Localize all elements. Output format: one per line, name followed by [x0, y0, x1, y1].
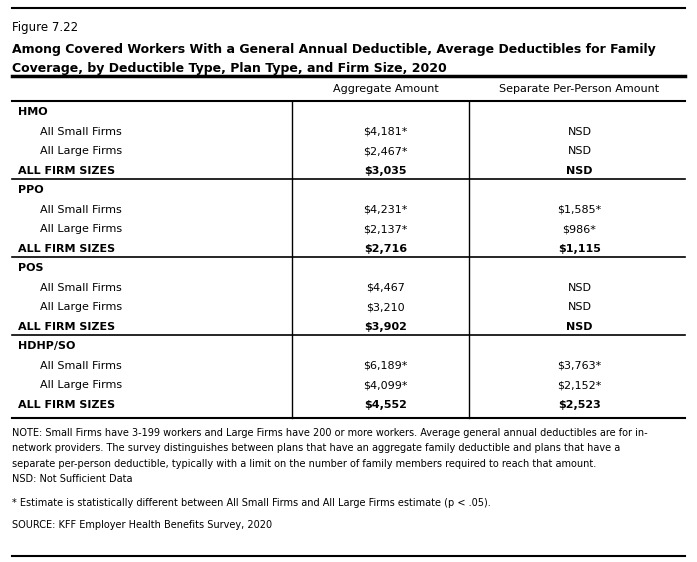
Text: NSD: NSD [566, 322, 592, 332]
Text: $2,523: $2,523 [558, 400, 601, 410]
Text: $2,467*: $2,467* [363, 146, 408, 156]
Text: HDHP/SO: HDHP/SO [18, 341, 75, 351]
Text: NSD: NSD [567, 146, 592, 156]
Text: All Small Firms: All Small Firms [40, 283, 122, 293]
Text: ALL FIRM SIZES: ALL FIRM SIZES [18, 400, 115, 410]
Text: $2,716: $2,716 [364, 244, 407, 254]
Text: $3,035: $3,035 [365, 166, 407, 176]
Text: POS: POS [18, 264, 43, 273]
Text: $3,210: $3,210 [366, 302, 405, 312]
Text: All Large Firms: All Large Firms [40, 380, 122, 391]
Text: Coverage, by Deductible Type, Plan Type, and Firm Size, 2020: Coverage, by Deductible Type, Plan Type,… [12, 62, 447, 75]
Text: $1,585*: $1,585* [558, 205, 602, 215]
Text: $986*: $986* [562, 224, 597, 234]
Text: Among Covered Workers With a General Annual Deductible, Average Deductibles for : Among Covered Workers With a General Ann… [12, 43, 656, 56]
Text: $3,902: $3,902 [364, 322, 407, 332]
Text: $4,467: $4,467 [366, 283, 405, 293]
Text: HMO: HMO [18, 107, 47, 117]
Text: All Small Firms: All Small Firms [40, 205, 122, 215]
Text: PPO: PPO [18, 185, 44, 196]
Text: All Large Firms: All Large Firms [40, 146, 122, 156]
Text: NSD: NSD [567, 302, 592, 312]
Text: NSD: Not Sufficient Data: NSD: Not Sufficient Data [12, 474, 132, 484]
Text: NSD: NSD [566, 166, 592, 176]
Text: All Large Firms: All Large Firms [40, 224, 122, 234]
Text: All Small Firms: All Small Firms [40, 127, 122, 137]
Text: ALL FIRM SIZES: ALL FIRM SIZES [18, 322, 115, 332]
Text: $2,152*: $2,152* [558, 380, 602, 391]
Text: NSD: NSD [567, 127, 592, 137]
Text: ALL FIRM SIZES: ALL FIRM SIZES [18, 244, 115, 254]
Text: Figure 7.22: Figure 7.22 [12, 21, 78, 34]
Text: $4,552: $4,552 [364, 400, 407, 410]
Text: $4,231*: $4,231* [363, 205, 408, 215]
Text: Aggregate Amount: Aggregate Amount [332, 84, 438, 94]
Text: NSD: NSD [567, 283, 592, 293]
Text: $4,099*: $4,099* [363, 380, 408, 391]
Text: $3,763*: $3,763* [558, 361, 602, 371]
Text: separate per-person deductible, typically with a limit on the number of family m: separate per-person deductible, typicall… [12, 459, 596, 469]
Text: ALL FIRM SIZES: ALL FIRM SIZES [18, 166, 115, 176]
Text: $1,115: $1,115 [558, 244, 601, 254]
Text: network providers. The survey distinguishes between plans that have an aggregate: network providers. The survey distinguis… [12, 443, 620, 454]
Text: $4,181*: $4,181* [363, 127, 408, 137]
Text: $6,189*: $6,189* [363, 361, 408, 371]
Text: * Estimate is statistically different between All Small Firms and All Large Firm: * Estimate is statistically different be… [12, 498, 491, 508]
Text: Separate Per-Person Amount: Separate Per-Person Amount [500, 84, 659, 94]
Text: NOTE: Small Firms have 3-199 workers and Large Firms have 200 or more workers. A: NOTE: Small Firms have 3-199 workers and… [12, 428, 648, 438]
Text: $2,137*: $2,137* [363, 224, 408, 234]
Text: SOURCE: KFF Employer Health Benefits Survey, 2020: SOURCE: KFF Employer Health Benefits Sur… [12, 520, 272, 530]
Text: All Small Firms: All Small Firms [40, 361, 122, 371]
Text: All Large Firms: All Large Firms [40, 302, 122, 312]
